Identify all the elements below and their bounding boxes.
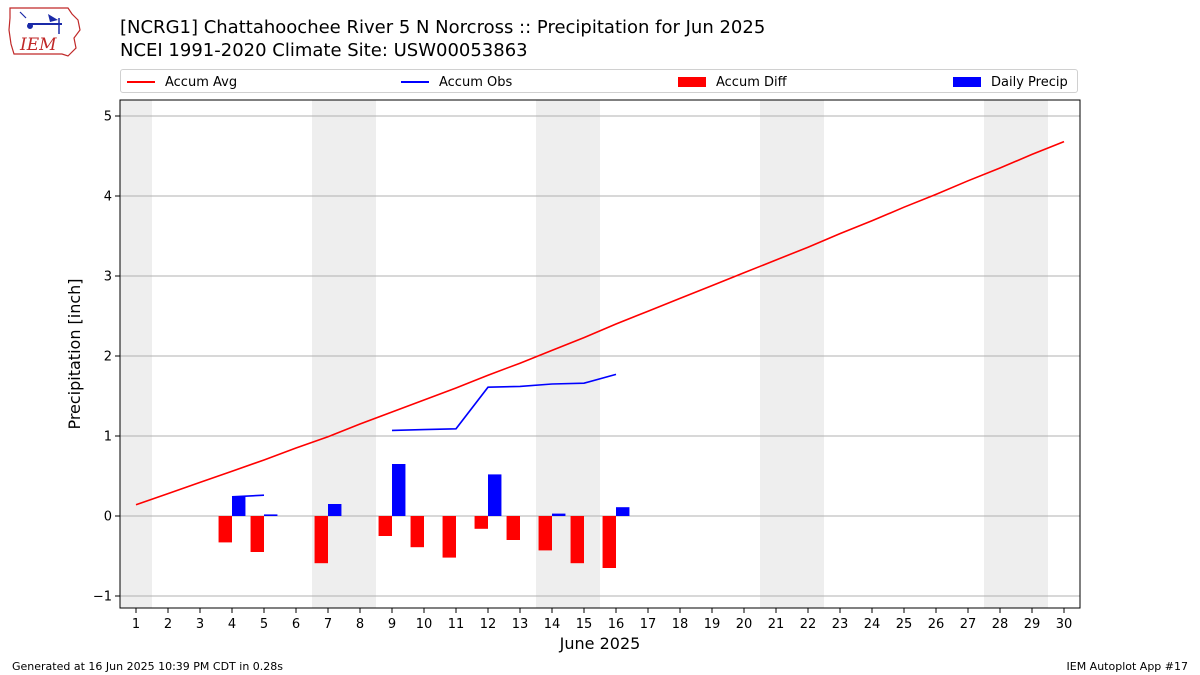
daily-precip-bar <box>616 507 630 516</box>
accum-avg-line <box>135 140 1065 506</box>
x-tick-label: 14 <box>544 617 561 632</box>
legend: Accum Avg Accum Obs Accum Diff Daily Pre… <box>120 69 1078 93</box>
x-tick-label: 1 <box>132 617 140 632</box>
iem-logo: IEM <box>8 7 81 57</box>
x-tick-label: 25 <box>896 617 913 632</box>
accum-diff-bar <box>570 516 584 564</box>
x-tick-label: 20 <box>736 617 753 632</box>
legend-label-avg: Accum Avg <box>165 74 238 90</box>
accum-obs-line <box>391 373 617 432</box>
x-tick-label: 5 <box>260 617 268 632</box>
legend-item-precip: Daily Precip <box>953 73 1068 91</box>
daily-precip-bar <box>392 464 406 516</box>
y-tick-label: 5 <box>104 110 112 125</box>
x-tick-label: 13 <box>512 617 529 632</box>
y-tick-label: 1 <box>104 430 112 445</box>
y-axis-label: Precipitation [inch] <box>65 278 84 429</box>
x-tick-label: 27 <box>960 617 977 632</box>
daily-precip-bar <box>488 474 502 516</box>
x-tick-label: 28 <box>992 617 1009 632</box>
x-tick-label: 26 <box>928 617 945 632</box>
accum-diff-bar <box>442 516 456 558</box>
x-tick-label: 12 <box>480 617 497 632</box>
footer-app: IEM Autoplot App #17 <box>1066 660 1189 673</box>
accum-diff-bar <box>218 516 232 543</box>
accum-diff-bar <box>250 516 264 552</box>
accum-diff-bar <box>314 516 328 564</box>
daily-precip-bar <box>232 496 246 516</box>
x-tick-label: 6 <box>292 617 300 632</box>
weather-station-icon <box>19 11 62 34</box>
iowa-outline-icon <box>8 7 81 57</box>
x-tick-label: 16 <box>608 617 625 632</box>
y-tick-label: 2 <box>104 350 112 365</box>
daily-precip-bar <box>552 513 566 516</box>
x-tick-label: 17 <box>640 617 657 632</box>
x-axis-label: June 2025 <box>559 634 641 653</box>
legend-item-avg: Accum Avg <box>127 73 237 91</box>
weekend-shade <box>120 100 152 608</box>
x-tick-label: 8 <box>356 617 364 632</box>
x-tick-label: 24 <box>864 617 881 632</box>
legend-label-obs: Accum Obs <box>439 74 513 90</box>
x-tick-label: 9 <box>388 617 396 632</box>
chart-subtitle: NCEI 1991-2020 Climate Site: USW00053863 <box>120 40 528 61</box>
x-tick-label: 30 <box>1056 617 1073 632</box>
weekend-shade <box>760 100 792 608</box>
legend-swatch-avg <box>127 81 155 83</box>
x-tick-label: 23 <box>832 617 849 632</box>
x-tick-label: 19 <box>704 617 721 632</box>
accum-diff-bar <box>538 516 552 551</box>
weekend-shade <box>344 100 376 608</box>
accum-diff-bar <box>474 516 488 529</box>
weekend-shade <box>792 100 824 608</box>
daily-precip-bar <box>264 514 278 516</box>
weekend-shade <box>984 100 1016 608</box>
x-tick-label: 22 <box>800 617 817 632</box>
accum-diff-bar <box>410 516 424 548</box>
legend-swatch-obs <box>401 81 429 83</box>
accum-diff-bar <box>378 516 392 536</box>
accum-obs-line <box>231 494 265 498</box>
accum-diff-bar <box>506 516 520 540</box>
legend-swatch-precip <box>953 77 981 87</box>
accum-diff-bar <box>602 516 616 568</box>
x-tick-label: 29 <box>1024 617 1041 632</box>
y-tick-label: 3 <box>104 270 112 285</box>
legend-label-precip: Daily Precip <box>991 74 1068 90</box>
legend-item-diff: Accum Diff <box>678 73 787 91</box>
legend-label-diff: Accum Diff <box>716 74 787 90</box>
x-tick-label: 4 <box>228 617 236 632</box>
daily-precip-bar <box>328 504 342 516</box>
x-tick-label: 11 <box>448 617 465 632</box>
chart-title: [NCRG1] Chattahoochee River 5 N Norcross… <box>120 17 766 38</box>
x-tick-label: 7 <box>324 617 332 632</box>
x-tick-label: 3 <box>196 617 204 632</box>
x-tick-label: 21 <box>768 617 785 632</box>
y-tick-label: 4 <box>104 190 112 205</box>
x-tick-label: 15 <box>576 617 593 632</box>
footer-generated: Generated at 16 Jun 2025 10:39 PM CDT in… <box>12 660 284 673</box>
weekend-shade <box>1016 100 1048 608</box>
plot-frame <box>119 99 1081 609</box>
legend-item-obs: Accum Obs <box>401 73 512 91</box>
y-tick-label: −1 <box>93 590 112 605</box>
legend-swatch-diff <box>678 77 706 87</box>
x-tick-label: 10 <box>416 617 433 632</box>
x-tick-label: 2 <box>164 617 172 632</box>
logo-text: IEM <box>19 35 57 55</box>
x-tick-label: 18 <box>672 617 689 632</box>
y-tick-label: 0 <box>104 510 112 525</box>
